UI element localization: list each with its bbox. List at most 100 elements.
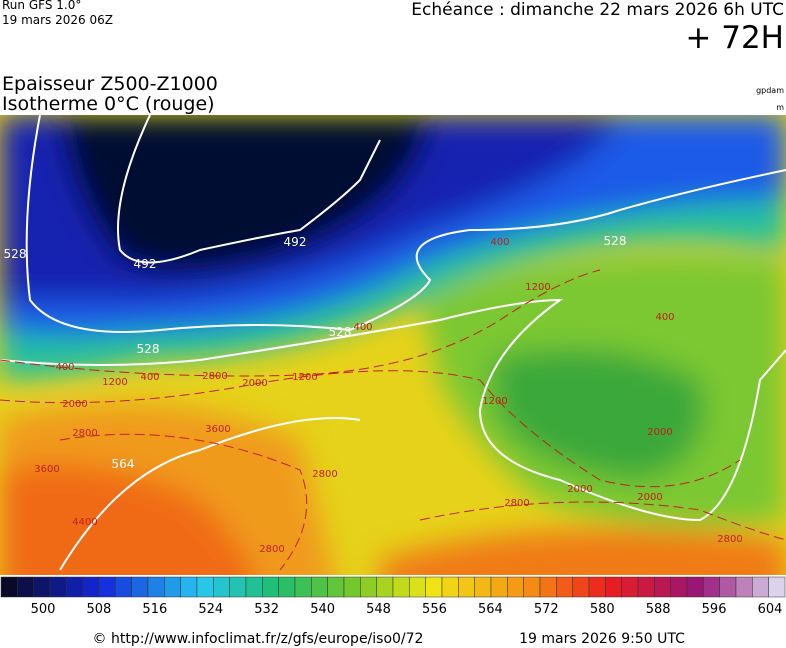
isotherm-label: 2800 — [72, 428, 97, 439]
isotherm-label: 2800 — [202, 371, 227, 382]
colorbar-cell — [82, 576, 100, 598]
colorbar-cell — [213, 576, 230, 598]
isotherm-label: 400 — [353, 322, 372, 333]
colorbar-cell — [229, 576, 247, 598]
colorbar-cell — [637, 576, 655, 598]
colorbar-cell — [458, 576, 475, 598]
contour-label: 492 — [134, 257, 157, 271]
colorbar-cell — [17, 576, 34, 598]
map: 492 492 528 528 528 528 564 400 400 400 400 400 1200… — [0, 115, 786, 575]
isotherm-label: 2800 — [717, 534, 742, 545]
colorbar-cell — [180, 576, 198, 598]
lead-time: + 72H — [685, 20, 784, 56]
colorbar-cell — [343, 576, 361, 598]
isotherm-label: 1200 — [292, 372, 317, 383]
isotherm-label: 1200 — [525, 282, 550, 293]
colorbar-cell — [49, 576, 67, 598]
colorbar-cell — [441, 576, 459, 598]
footer-timestamp: 19 mars 2026 9:50 UTC — [519, 631, 685, 647]
colorbar-tick-label: 596 — [702, 602, 727, 617]
isotherm-label: 1200 — [482, 396, 507, 407]
run-date: 19 mars 2026 06Z — [2, 13, 113, 27]
colorbar-cell — [686, 576, 704, 598]
colorbar-cell — [768, 576, 786, 598]
colorbar-cell — [409, 576, 426, 598]
colorbar-cell — [670, 576, 688, 598]
contour-label: 528 — [4, 247, 27, 261]
footer-url: © http://www.infoclimat.fr/z/gfs/europe/… — [93, 631, 424, 647]
colorbar-cell — [131, 576, 149, 598]
run-label: Run GFS 1.0° — [2, 0, 81, 12]
colorbar-cell — [392, 576, 410, 598]
colorbar-cell — [311, 576, 328, 598]
colorbar-cell — [425, 576, 443, 598]
colorbar-cell — [507, 576, 524, 598]
contour-label: 528 — [329, 325, 352, 339]
colorbar-tick-label: 588 — [646, 602, 671, 617]
isotherm-label: 2000 — [567, 484, 592, 495]
unit-label: m — [776, 103, 784, 112]
isotherm-label: 2000 — [647, 427, 672, 438]
colorbar-cell — [196, 576, 214, 598]
map-subtitle: Isotherme 0°C (rouge) — [2, 93, 215, 115]
colorbar-cell — [654, 576, 671, 598]
isotherm-label: 2800 — [504, 498, 529, 509]
colorbar-cell — [523, 576, 541, 598]
map-title: Epaisseur Z500-Z1000 — [2, 73, 218, 95]
colorbar-cell — [327, 576, 345, 598]
colorbar-cell — [539, 576, 557, 598]
contour-label: 528 — [137, 342, 160, 356]
colorbar-tick-label: 532 — [254, 602, 279, 617]
colorbar-tick-label: 604 — [758, 602, 783, 617]
colorbar-tick-label: 508 — [87, 602, 112, 617]
colorbar-cell — [588, 576, 606, 598]
colorbar-cell — [262, 576, 279, 598]
colorbar: 500 508 516 524 532 540 548 556 564 572 580 588 596 6… — [0, 576, 786, 617]
colorbar-cell — [98, 576, 116, 598]
colorbar-tick-label: 524 — [198, 602, 223, 617]
colorbar-cell — [719, 576, 737, 598]
contour-label: 564 — [112, 457, 135, 471]
colorbar-tick-label: 500 — [31, 602, 56, 617]
colorbar-cell — [376, 576, 394, 598]
isotherm-label: 1200 — [102, 377, 127, 388]
isotherm-label: 400 — [55, 362, 74, 373]
isotherm-label: 2800 — [312, 469, 337, 480]
isotherm-label: 3600 — [34, 464, 59, 475]
colorbar-cell — [605, 576, 622, 598]
isotherm-label: 2800 — [259, 544, 284, 555]
isotherm-label: 400 — [490, 237, 509, 248]
colorbar-cell — [735, 576, 753, 598]
isotherm-label: 400 — [655, 312, 674, 323]
colorbar-cell — [474, 576, 492, 598]
isotherm-label: 2000 — [637, 492, 662, 503]
colorbar-cell — [0, 576, 18, 598]
colorbar-tick-label: 516 — [142, 602, 167, 617]
colorbar-cell — [147, 576, 165, 598]
colorbar-cell — [572, 576, 590, 598]
contour-label: 528 — [604, 234, 627, 248]
isotherm-label: 2000 — [62, 399, 87, 410]
colorbar-cell — [752, 576, 769, 598]
colorbar-tick-label: 556 — [422, 602, 447, 617]
colorbar-cell — [115, 576, 132, 598]
contour-label: 492 — [284, 235, 307, 249]
colorbar-cell — [33, 576, 51, 598]
colorbar-cell — [556, 576, 573, 598]
colorbar-cell — [66, 576, 83, 598]
colorbar-cell — [278, 576, 296, 598]
colorbar-cell — [164, 576, 181, 598]
isotherm-label: 4400 — [72, 517, 97, 528]
isotherm-label: 400 — [140, 372, 159, 383]
colorbar-tick-label: 540 — [310, 602, 335, 617]
unit-label: gpdam — [756, 86, 784, 95]
colorbar-cell — [360, 576, 377, 598]
colorbar-cell — [245, 576, 263, 598]
echeance: Echéance : dimanche 22 mars 2026 6h UTC — [411, 0, 784, 20]
colorbar-cell — [621, 576, 639, 598]
colorbar-tick-label: 572 — [534, 602, 559, 617]
colorbar-tick-label: 564 — [478, 602, 503, 617]
isotherm-label: 2000 — [242, 378, 267, 389]
colorbar-tick-label: 548 — [366, 602, 391, 617]
